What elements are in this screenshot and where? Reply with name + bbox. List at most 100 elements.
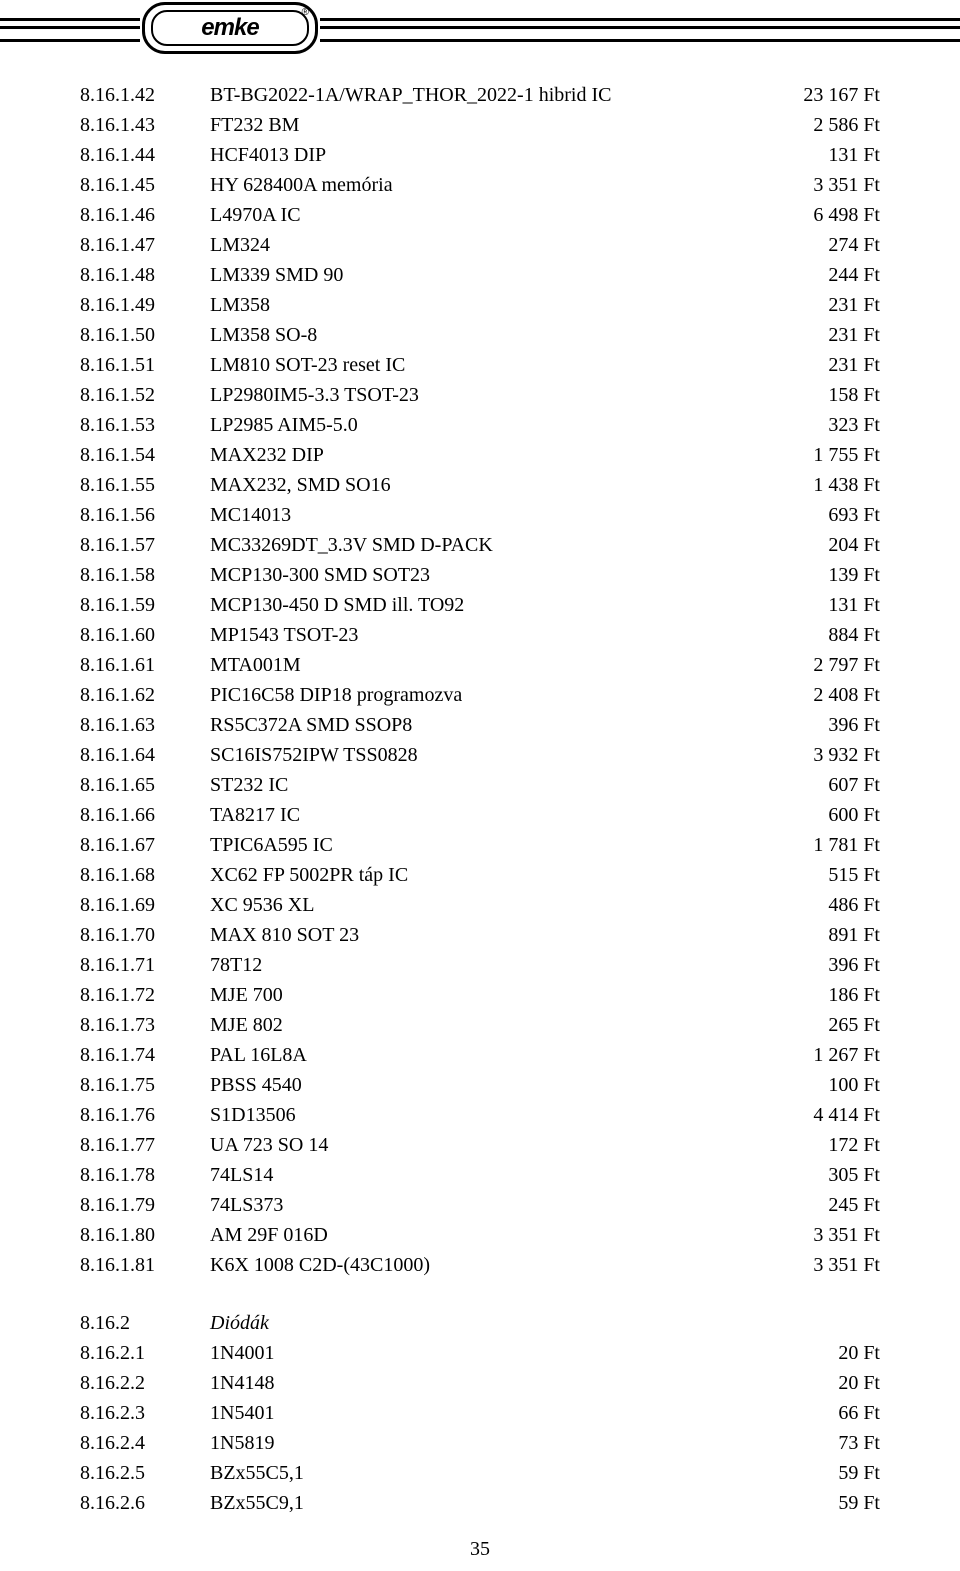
row-left: 8.16.1.59MCP130-450 D SMD ill. TO92 [80,590,464,620]
row-left: 8.16.1.76S1D13506 [80,1100,296,1130]
item-price: 396 Ft [828,710,880,740]
item-description: MJE 802 [210,1010,283,1040]
item-code: 8.16.1.50 [80,320,210,350]
item-code: 8.16.1.80 [80,1220,210,1250]
item-code: 8.16.1.72 [80,980,210,1010]
section-gap [80,1280,880,1308]
item-price: 23 167 Ft [803,80,880,110]
list-item: 8.16.1.70MAX 810 SOT 23891 Ft [80,920,880,950]
row-left: 8.16.1.43FT232 BM [80,110,299,140]
list-item: 8.16.2.6BZx55C9,159 Ft [80,1488,880,1518]
row-left: 8.16.1.51LM810 SOT-23 reset IC [80,350,405,380]
list-item: 8.16.1.46L4970A IC 6 498 Ft [80,200,880,230]
item-description: HY 628400A memória [210,170,393,200]
row-left: 8.16.2Diódák [80,1308,269,1338]
item-code: 8.16.1.57 [80,530,210,560]
item-price: 244 Ft [828,260,880,290]
item-code: 8.16.1.66 [80,800,210,830]
row-left: 8.16.1.7874LS14 [80,1160,273,1190]
list-item: 8.16.1.58MCP130-300 SMD SOT23139 Ft [80,560,880,590]
item-price: 2 797 Ft [813,650,880,680]
item-description: MCP130-300 SMD SOT23 [210,560,430,590]
item-code: 8.16.1.54 [80,440,210,470]
item-description: BT-BG2022-1A/WRAP_THOR_2022-1 hibrid IC [210,80,611,110]
item-description: RS5C372A SMD SSOP8 [210,710,412,740]
item-price: 204 Ft [828,530,880,560]
list-item: 8.16.1.50LM358 SO-8 231 Ft [80,320,880,350]
list-item: 8.16.1.61MTA001M2 797 Ft [80,650,880,680]
item-price: 693 Ft [828,500,880,530]
list-item: 8.16.1.49LM358231 Ft [80,290,880,320]
item-price: 265 Ft [828,1010,880,1040]
list-item: 8.16.2.5BZx55C5,159 Ft [80,1458,880,1488]
item-price: 231 Ft [828,350,880,380]
list-item: 8.16.1.77UA 723 SO 14172 Ft [80,1130,880,1160]
list-item: 8.16.1.64SC16IS752IPW TSS08283 932 Ft [80,740,880,770]
item-price: 4 414 Ft [813,1100,880,1130]
list-item: 8.16.1.54MAX232 DIP1 755 Ft [80,440,880,470]
item-description: SC16IS752IPW TSS0828 [210,740,418,770]
item-description: 78T12 [210,950,262,980]
item-description: 74LS373 [210,1190,283,1220]
item-code: 8.16.1.74 [80,1040,210,1070]
item-description: LM358 [210,290,270,320]
item-description: MJE 700 [210,980,283,1010]
list-item: 8.16.1.48LM339 SMD 90244 Ft [80,260,880,290]
item-price: 73 Ft [838,1428,880,1458]
row-left: 8.16.1.60MP1543 TSOT-23 [80,620,358,650]
item-price: 323 Ft [828,410,880,440]
row-left: 8.16.1.7178T12 [80,950,262,980]
row-left: 8.16.1.42BT-BG2022-1A/WRAP_THOR_2022-1 h… [80,80,611,110]
item-code: 8.16.1.42 [80,80,210,110]
row-left: 8.16.2.41N5819 [80,1428,274,1458]
row-left: 8.16.1.63RS5C372A SMD SSOP8 [80,710,412,740]
item-code: 8.16.2.6 [80,1488,210,1518]
item-description: LM810 SOT-23 reset IC [210,350,405,380]
item-code: 8.16.2.1 [80,1338,210,1368]
item-code: 8.16.1.55 [80,470,210,500]
item-price: 245 Ft [828,1190,880,1220]
row-left: 8.16.1.46L4970A IC [80,200,301,230]
item-code: 8.16.1.69 [80,890,210,920]
list-item: 8.16.1.80AM 29F 016D3 351 Ft [80,1220,880,1250]
item-code: 8.16.2.5 [80,1458,210,1488]
item-price: 6 498 Ft [813,200,880,230]
item-price: 486 Ft [828,890,880,920]
item-price: 3 351 Ft [813,170,880,200]
item-description: LM339 SMD 90 [210,260,343,290]
item-description: ST232 IC [210,770,288,800]
item-price: 231 Ft [828,290,880,320]
list-item: 8.16.1.60MP1543 TSOT-23884 Ft [80,620,880,650]
list-item: 8.16.1.57MC33269DT_3.3V SMD D-PACK 204 Ft [80,530,880,560]
item-description: MAX 810 SOT 23 [210,920,359,950]
row-left: 8.16.1.70MAX 810 SOT 23 [80,920,359,950]
row-left: 8.16.1.80AM 29F 016D [80,1220,328,1250]
row-left: 8.16.2.21N4148 [80,1368,274,1398]
row-left: 8.16.1.67TPIC6A595 IC [80,830,333,860]
item-code: 8.16.1.64 [80,740,210,770]
row-left: 8.16.1.69XC 9536 XL [80,890,314,920]
item-code: 8.16.1.62 [80,680,210,710]
item-description: 1N5819 [210,1428,274,1458]
item-description: LM358 SO-8 [210,320,317,350]
list-item: 8.16.1.67TPIC6A595 IC1 781 Ft [80,830,880,860]
item-price: 1 267 Ft [813,1040,880,1070]
item-description: HCF4013 DIP [210,140,326,170]
item-description: MAX232 DIP [210,440,324,470]
item-price: 396 Ft [828,950,880,980]
list-item: 8.16.1.81K6X 1008 C2D-(43C1000)3 351 Ft [80,1250,880,1280]
item-price: 131 Ft [828,590,880,620]
list-item: 8.16.1.74PAL 16L8A1 267 Ft [80,1040,880,1070]
item-code: 8.16.1.76 [80,1100,210,1130]
item-price: 305 Ft [828,1160,880,1190]
item-price: 231 Ft [828,320,880,350]
list-item: 8.16.2.31N540166 Ft [80,1398,880,1428]
item-description: MC33269DT_3.3V SMD D-PACK [210,530,493,560]
page-header: ® emke [0,0,960,60]
item-code: 8.16.1.52 [80,380,210,410]
list-item: 8.16.1.69XC 9536 XL 486 Ft [80,890,880,920]
item-code: 8.16.1.79 [80,1190,210,1220]
row-left: 8.16.1.45HY 628400A memória [80,170,393,200]
row-left: 8.16.2.6BZx55C9,1 [80,1488,304,1518]
item-code: 8.16.1.46 [80,200,210,230]
